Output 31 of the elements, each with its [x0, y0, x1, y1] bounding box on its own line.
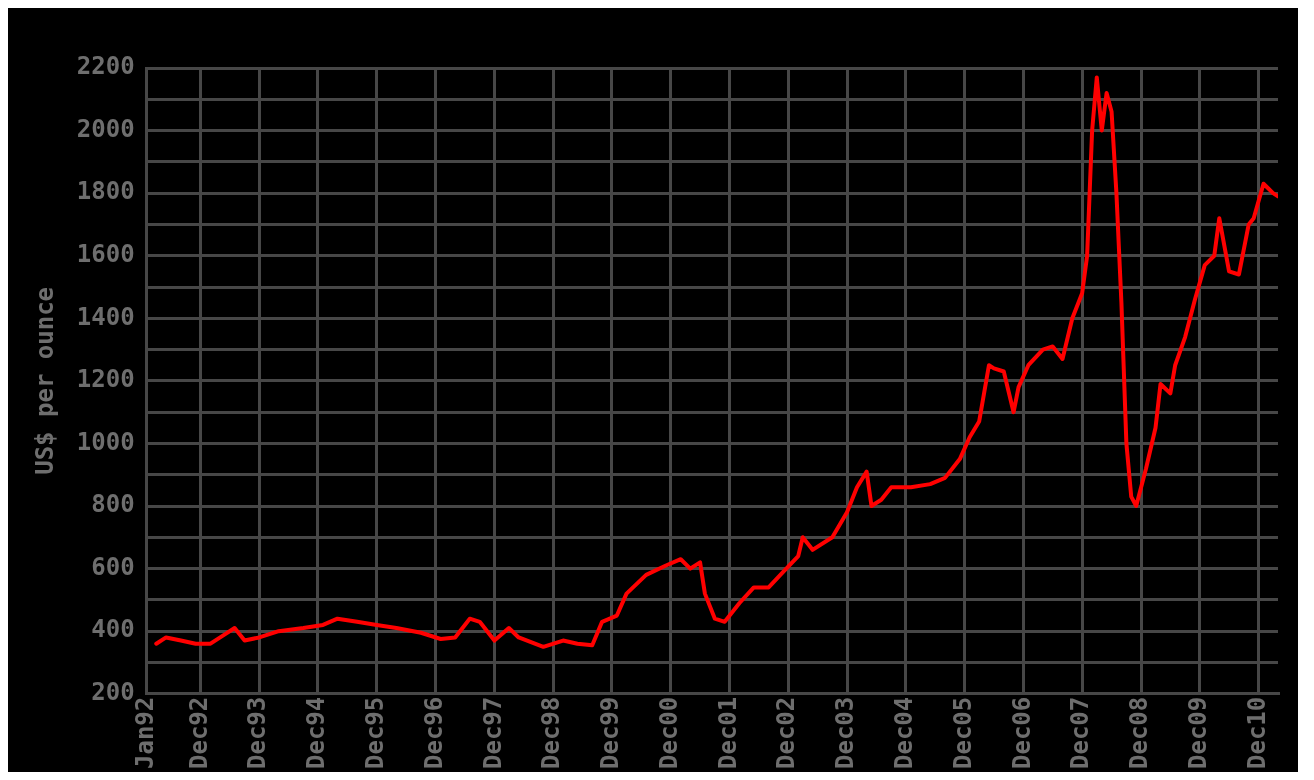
x-tick-label: Dec92 — [184, 696, 213, 769]
y-tick-label: 1600 — [76, 239, 135, 268]
y-tick-label: 800 — [91, 490, 135, 519]
y-tick-label: 1800 — [76, 177, 135, 206]
x-tick-label: Dec02 — [772, 696, 801, 769]
x-tick-label: Dec00 — [655, 696, 684, 769]
x-tick-label: Dec04 — [890, 696, 919, 769]
y-tick-label: 200 — [91, 677, 135, 706]
x-tick-label: Dec01 — [713, 696, 742, 769]
x-tick-label: Dec09 — [1184, 696, 1213, 769]
x-tick-label: Dec97 — [478, 696, 507, 769]
x-tick-label: Dec93 — [243, 696, 272, 769]
x-tick-label: Dec98 — [537, 696, 566, 769]
x-tick-label: Dec06 — [1007, 696, 1036, 769]
y-tick-label: 1200 — [76, 365, 135, 394]
x-tick-label: Dec08 — [1125, 696, 1154, 769]
y-tick-label: 1400 — [76, 302, 135, 331]
y-tick-label: 2000 — [76, 114, 135, 143]
y-tick-label: 2200 — [76, 52, 135, 81]
y-tick-label: 600 — [91, 552, 135, 581]
x-tick-label: Dec94 — [302, 696, 331, 769]
x-tick-label: Dec03 — [831, 696, 860, 769]
y-tick-label: 400 — [91, 615, 135, 644]
x-tick-label: Dec99 — [596, 696, 625, 769]
x-tick-label: Dec95 — [360, 696, 389, 769]
y-axis-title: US$ per ounce — [30, 286, 59, 475]
x-tick-label: Dec10 — [1242, 696, 1271, 769]
x-tick-label: Dec96 — [419, 696, 448, 769]
x-tick-label: Dec07 — [1066, 696, 1095, 769]
x-tick-label: Dec05 — [948, 696, 977, 769]
y-tick-label: 1000 — [76, 427, 135, 456]
